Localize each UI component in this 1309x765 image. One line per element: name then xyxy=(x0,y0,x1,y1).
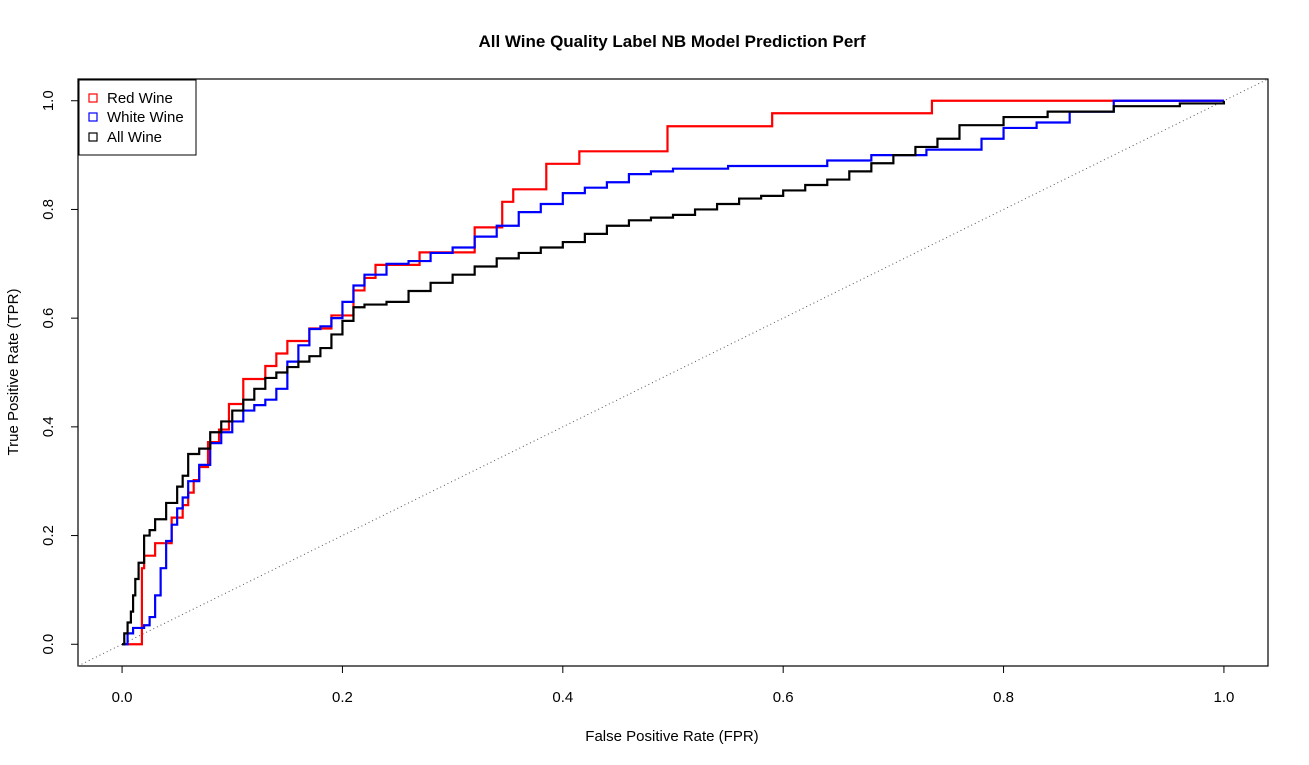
legend-label-white-wine: White Wine xyxy=(107,109,184,126)
series-line-white-wine xyxy=(122,99,1224,646)
y-tick-label: 0.8 xyxy=(40,199,57,220)
plot-frame xyxy=(77,78,1269,667)
series-layer xyxy=(122,99,1226,646)
y-axis-label: True Positive Rate (TPR) xyxy=(5,289,22,456)
y-tick-label: 0.0 xyxy=(40,634,57,655)
chart-title: All Wine Quality Label NB Model Predicti… xyxy=(478,32,865,51)
legend-swatch-red-wine xyxy=(88,93,98,103)
legend-swatch-all-wine xyxy=(88,132,98,142)
x-tick-label: 0.4 xyxy=(552,689,573,706)
legend: Red Wine White Wine All Wine xyxy=(78,79,197,156)
x-tick-label: 0.8 xyxy=(993,689,1014,706)
y-tick-label: 1.0 xyxy=(40,90,57,111)
legend-swatch-white-wine xyxy=(88,112,98,122)
y-tick-label: 0.2 xyxy=(40,525,57,546)
legend-box xyxy=(78,79,197,156)
y-axis: 0.0 0.2 0.4 0.6 0.8 1.0 xyxy=(40,90,78,655)
series-line-all-wine xyxy=(122,100,1226,646)
legend-label-red-wine: Red Wine xyxy=(107,90,173,107)
x-tick-label: 0.0 xyxy=(112,689,133,706)
x-tick-label: 0.2 xyxy=(332,689,353,706)
x-axis-label: False Positive Rate (FPR) xyxy=(585,728,758,745)
x-axis: 0.0 0.2 0.4 0.6 0.8 1.0 xyxy=(112,666,1234,706)
legend-label-all-wine: All Wine xyxy=(107,129,162,146)
reference-diagonal-line xyxy=(77,78,1269,667)
x-tick-label: 1.0 xyxy=(1213,689,1234,706)
y-tick-label: 0.6 xyxy=(40,308,57,329)
x-tick-label: 0.6 xyxy=(773,689,794,706)
y-tick-label: 0.4 xyxy=(40,416,57,437)
